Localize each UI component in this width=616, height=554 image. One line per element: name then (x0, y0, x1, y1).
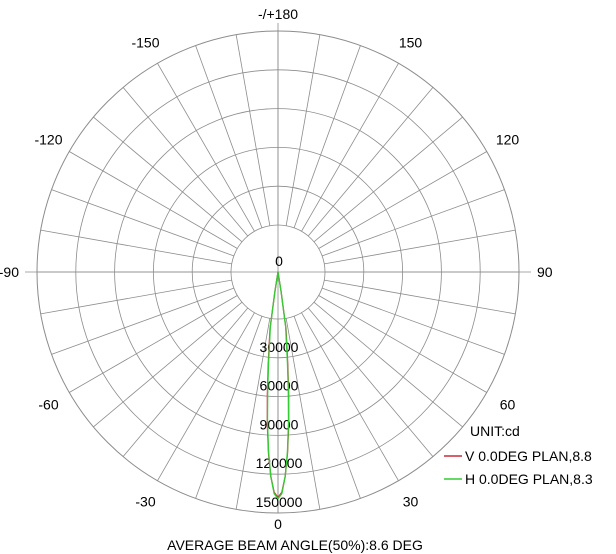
grid-spoke (285, 34, 321, 226)
grid-spoke (324, 279, 516, 315)
grid-spoke (69, 295, 238, 393)
radial-tick-label: 120000 (256, 455, 303, 471)
angle-tick-label: -60 (38, 397, 58, 413)
angle-tick-labels: -/+180 150 120 90 60 30 0 -30 -60 -90 -120 -150 (0, 6, 553, 532)
grid-spoke (301, 63, 399, 232)
radial-tick-label: 60000 (260, 378, 299, 394)
grid-spoke (122, 307, 249, 457)
grid-spoke (293, 45, 361, 228)
grid-spoke (301, 312, 399, 481)
grid-spoke (318, 151, 487, 249)
radial-tick-label: 150000 (256, 494, 303, 510)
angle-tick-label: 60 (500, 397, 516, 413)
grid-spoke (40, 279, 232, 315)
grid-spoke (307, 307, 434, 457)
grid-spoke (69, 151, 238, 249)
angle-tick-label: 90 (537, 264, 553, 280)
angle-tick-label: -150 (131, 35, 159, 51)
angle-tick-label: -120 (34, 132, 62, 148)
grid-spoke (322, 287, 505, 355)
grid-spoke (313, 116, 463, 243)
legend-label-h: H 0.0DEG PLAN,8.3 (465, 471, 593, 487)
series-curve-1 (266, 271, 290, 500)
angle-tick-label: 120 (496, 132, 520, 148)
angle-tick-label: 150 (399, 35, 423, 51)
grid-spoke (235, 318, 271, 510)
radial-tick-label: 30000 (260, 339, 299, 355)
grid-spoke (93, 301, 243, 428)
radial-tick-labels: 0 30000 60000 90000 120000 150000 (256, 253, 303, 510)
grid-spoke (157, 63, 255, 232)
grid-spoke (93, 116, 243, 243)
grid-spoke (313, 301, 463, 428)
grid-spoke (324, 229, 516, 265)
grid-spoke (40, 229, 232, 265)
series-curves (266, 271, 290, 500)
legend-label-v: V 0.0DEG PLAN,8.8 (465, 448, 592, 464)
grid-spoke (235, 34, 271, 226)
grid-spoke (307, 87, 434, 237)
grid-spoke (51, 189, 234, 257)
angle-tick-label: -90 (0, 264, 19, 280)
grid-spoke (195, 316, 263, 499)
grid-spoke (322, 189, 505, 257)
beam-angle-footer: AVERAGE BEAM ANGLE(50%):8.6 DEG (167, 537, 423, 553)
angle-tick-label: -/+180 (258, 6, 298, 22)
radial-tick-label: 90000 (260, 416, 299, 432)
grid-spoke (157, 312, 255, 481)
grid-spoke (195, 45, 263, 228)
grid-spoke (122, 87, 249, 237)
grid-spoke (51, 287, 234, 355)
polar-grid (25, 23, 531, 514)
angle-tick-label: 0 (274, 516, 282, 532)
unit-label: UNIT:cd (470, 423, 520, 439)
grid-spoke (285, 318, 321, 510)
grid-spoke (318, 295, 487, 393)
angle-tick-label: -30 (135, 493, 155, 509)
grid-spoke (293, 316, 361, 499)
radial-tick-label: 0 (275, 253, 283, 269)
legend: UNIT:cd V 0.0DEG PLAN,8.8 H 0.0DEG PLAN,… (444, 423, 593, 487)
angle-tick-label: 30 (403, 493, 419, 509)
